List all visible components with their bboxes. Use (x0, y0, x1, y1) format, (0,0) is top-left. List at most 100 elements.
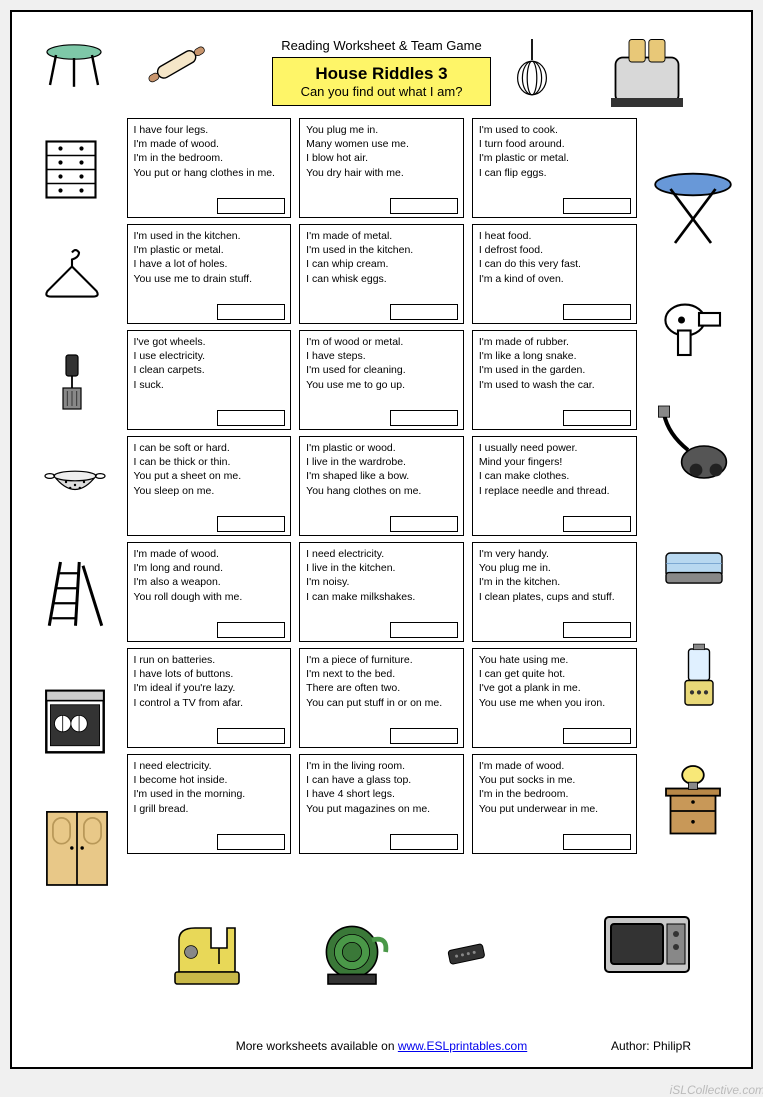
riddle-line: I turn food around. (479, 137, 630, 151)
riddle-line: I blow hot air. (306, 151, 457, 165)
riddle-line: I've got wheels. (134, 335, 285, 349)
riddle-line: I'm next to the bed. (306, 667, 457, 681)
riddle-line: I have lots of buttons. (134, 667, 285, 681)
riddle-line: I can get quite hot. (479, 667, 630, 681)
riddle-line: There are often two. (306, 681, 457, 695)
riddle-line: You hate using me. (479, 653, 630, 667)
riddle-line: Mind your fingers! (479, 455, 630, 469)
riddle-line: You sleep on me. (134, 484, 285, 498)
riddle-line: You can put stuff in or on me. (306, 696, 457, 710)
riddle-box: I'm very handy.You plug me in.I'm in the… (472, 542, 637, 642)
riddle-line: I clean carpets. (134, 363, 285, 377)
hose-reel-icon (302, 912, 402, 992)
answer-input[interactable] (563, 834, 631, 850)
answer-input[interactable] (217, 622, 285, 638)
riddle-box: I can be soft or hard.I can be thick or … (127, 436, 292, 536)
footer-text: More worksheets available on (236, 1039, 398, 1053)
riddle-line: You plug me in. (479, 561, 630, 575)
riddle-line: I suck. (134, 378, 285, 392)
answer-input[interactable] (217, 834, 285, 850)
riddle-box: I usually need power.Mind your fingers!I… (472, 436, 637, 536)
title-box: House Riddles 3 Can you find out what I … (272, 57, 492, 106)
spatula-icon (42, 332, 102, 432)
blender-icon (664, 622, 734, 732)
author-label: Author: PhilipR (611, 1039, 691, 1053)
riddle-line: I'm in the bedroom. (134, 151, 285, 165)
riddle-line: I'm in the bedroom. (479, 787, 630, 801)
answer-input[interactable] (390, 304, 458, 320)
answer-input[interactable] (390, 516, 458, 532)
ladder-icon (38, 532, 113, 652)
riddle-box: I need electricity.I become hot inside.I… (127, 754, 292, 854)
riddle-line: You use me to drain stuff. (134, 272, 285, 286)
riddle-line: I'm plastic or wood. (306, 441, 457, 455)
riddle-line: I grill bread. (134, 802, 285, 816)
riddle-line: You use me when you iron. (479, 696, 630, 710)
answer-input[interactable] (217, 410, 285, 426)
answer-input[interactable] (390, 728, 458, 744)
riddle-line: I live in the wardrobe. (306, 455, 457, 469)
answer-input[interactable] (563, 198, 631, 214)
riddle-line: I'm used to wash the car. (479, 378, 630, 392)
riddle-line: I can whisk eggs. (306, 272, 457, 286)
riddle-line: I'm very handy. (479, 547, 630, 561)
riddle-line: I have steps. (306, 349, 457, 363)
riddle-line: I'm long and round. (134, 561, 285, 575)
riddle-box: I've got wheels.I use electricity.I clea… (127, 330, 292, 430)
riddle-line: I'm noisy. (306, 575, 457, 589)
riddle-box: I have four legs.I'm made of wood.I'm in… (127, 118, 292, 218)
answer-input[interactable] (563, 410, 631, 426)
riddle-line: I'm made of wood. (134, 547, 285, 561)
answer-input[interactable] (390, 834, 458, 850)
riddle-line: I control a TV from afar. (134, 696, 285, 710)
riddle-line: I replace needle and thread. (479, 484, 630, 498)
riddle-line: You plug me in. (306, 123, 457, 137)
riddle-line: I can be thick or thin. (134, 455, 285, 469)
riddle-line: I'm made of metal. (306, 229, 457, 243)
dresser-icon (36, 122, 106, 217)
footer-link[interactable]: www.ESLprintables.com (398, 1039, 527, 1053)
riddle-line: I heat food. (479, 229, 630, 243)
riddle-box: I'm made of metal.I'm used in the kitche… (299, 224, 464, 324)
riddle-box: I'm used to cook.I turn food around.I'm … (472, 118, 637, 218)
riddle-box: I'm made of wood.You put socks in me.I'm… (472, 754, 637, 854)
answer-input[interactable] (217, 304, 285, 320)
hanger-icon (32, 242, 112, 312)
riddle-line: I defrost food. (479, 243, 630, 257)
mattress-icon (652, 532, 736, 602)
title-main: House Riddles 3 (301, 64, 463, 84)
answer-input[interactable] (563, 622, 631, 638)
microwave-icon (572, 892, 722, 992)
answer-input[interactable] (217, 728, 285, 744)
riddle-line: I'm made of wood. (134, 137, 285, 151)
riddle-line: I'm used in the garden. (479, 363, 630, 377)
riddle-line: I'm used in the kitchen. (306, 243, 457, 257)
riddle-box: I'm in the living room.I can have a glas… (299, 754, 464, 854)
answer-input[interactable] (563, 728, 631, 744)
answer-input[interactable] (390, 410, 458, 426)
answer-input[interactable] (563, 304, 631, 320)
wardrobe-icon (34, 788, 120, 908)
riddle-line: I usually need power. (479, 441, 630, 455)
riddle-line: You put underwear in me. (479, 802, 630, 816)
riddle-line: I'm of wood or metal. (306, 335, 457, 349)
sewing-machine-icon (152, 912, 262, 992)
riddle-box: I'm made of rubber.I'm like a long snake… (472, 330, 637, 430)
riddle-line: You roll dough with me. (134, 590, 285, 604)
answer-input[interactable] (217, 198, 285, 214)
riddle-line: I've got a plank in me. (479, 681, 630, 695)
riddle-line: I'm plastic or metal. (479, 151, 630, 165)
riddle-line: I have four legs. (134, 123, 285, 137)
answer-input[interactable] (390, 198, 458, 214)
vacuum-icon (652, 382, 732, 502)
riddle-line: I can whip cream. (306, 257, 457, 271)
riddle-box: I run on batteries.I have lots of button… (127, 648, 292, 748)
riddle-line: I can make clothes. (479, 469, 630, 483)
hairdryer-icon (652, 292, 732, 362)
answer-input[interactable] (563, 516, 631, 532)
answer-input[interactable] (390, 622, 458, 638)
answer-input[interactable] (217, 516, 285, 532)
riddle-line: I'm like a long snake. (479, 349, 630, 363)
riddle-box: I'm plastic or wood.I live in the wardro… (299, 436, 464, 536)
worksheet-page: Reading Worksheet & Team Game House Ridd… (10, 10, 753, 1069)
